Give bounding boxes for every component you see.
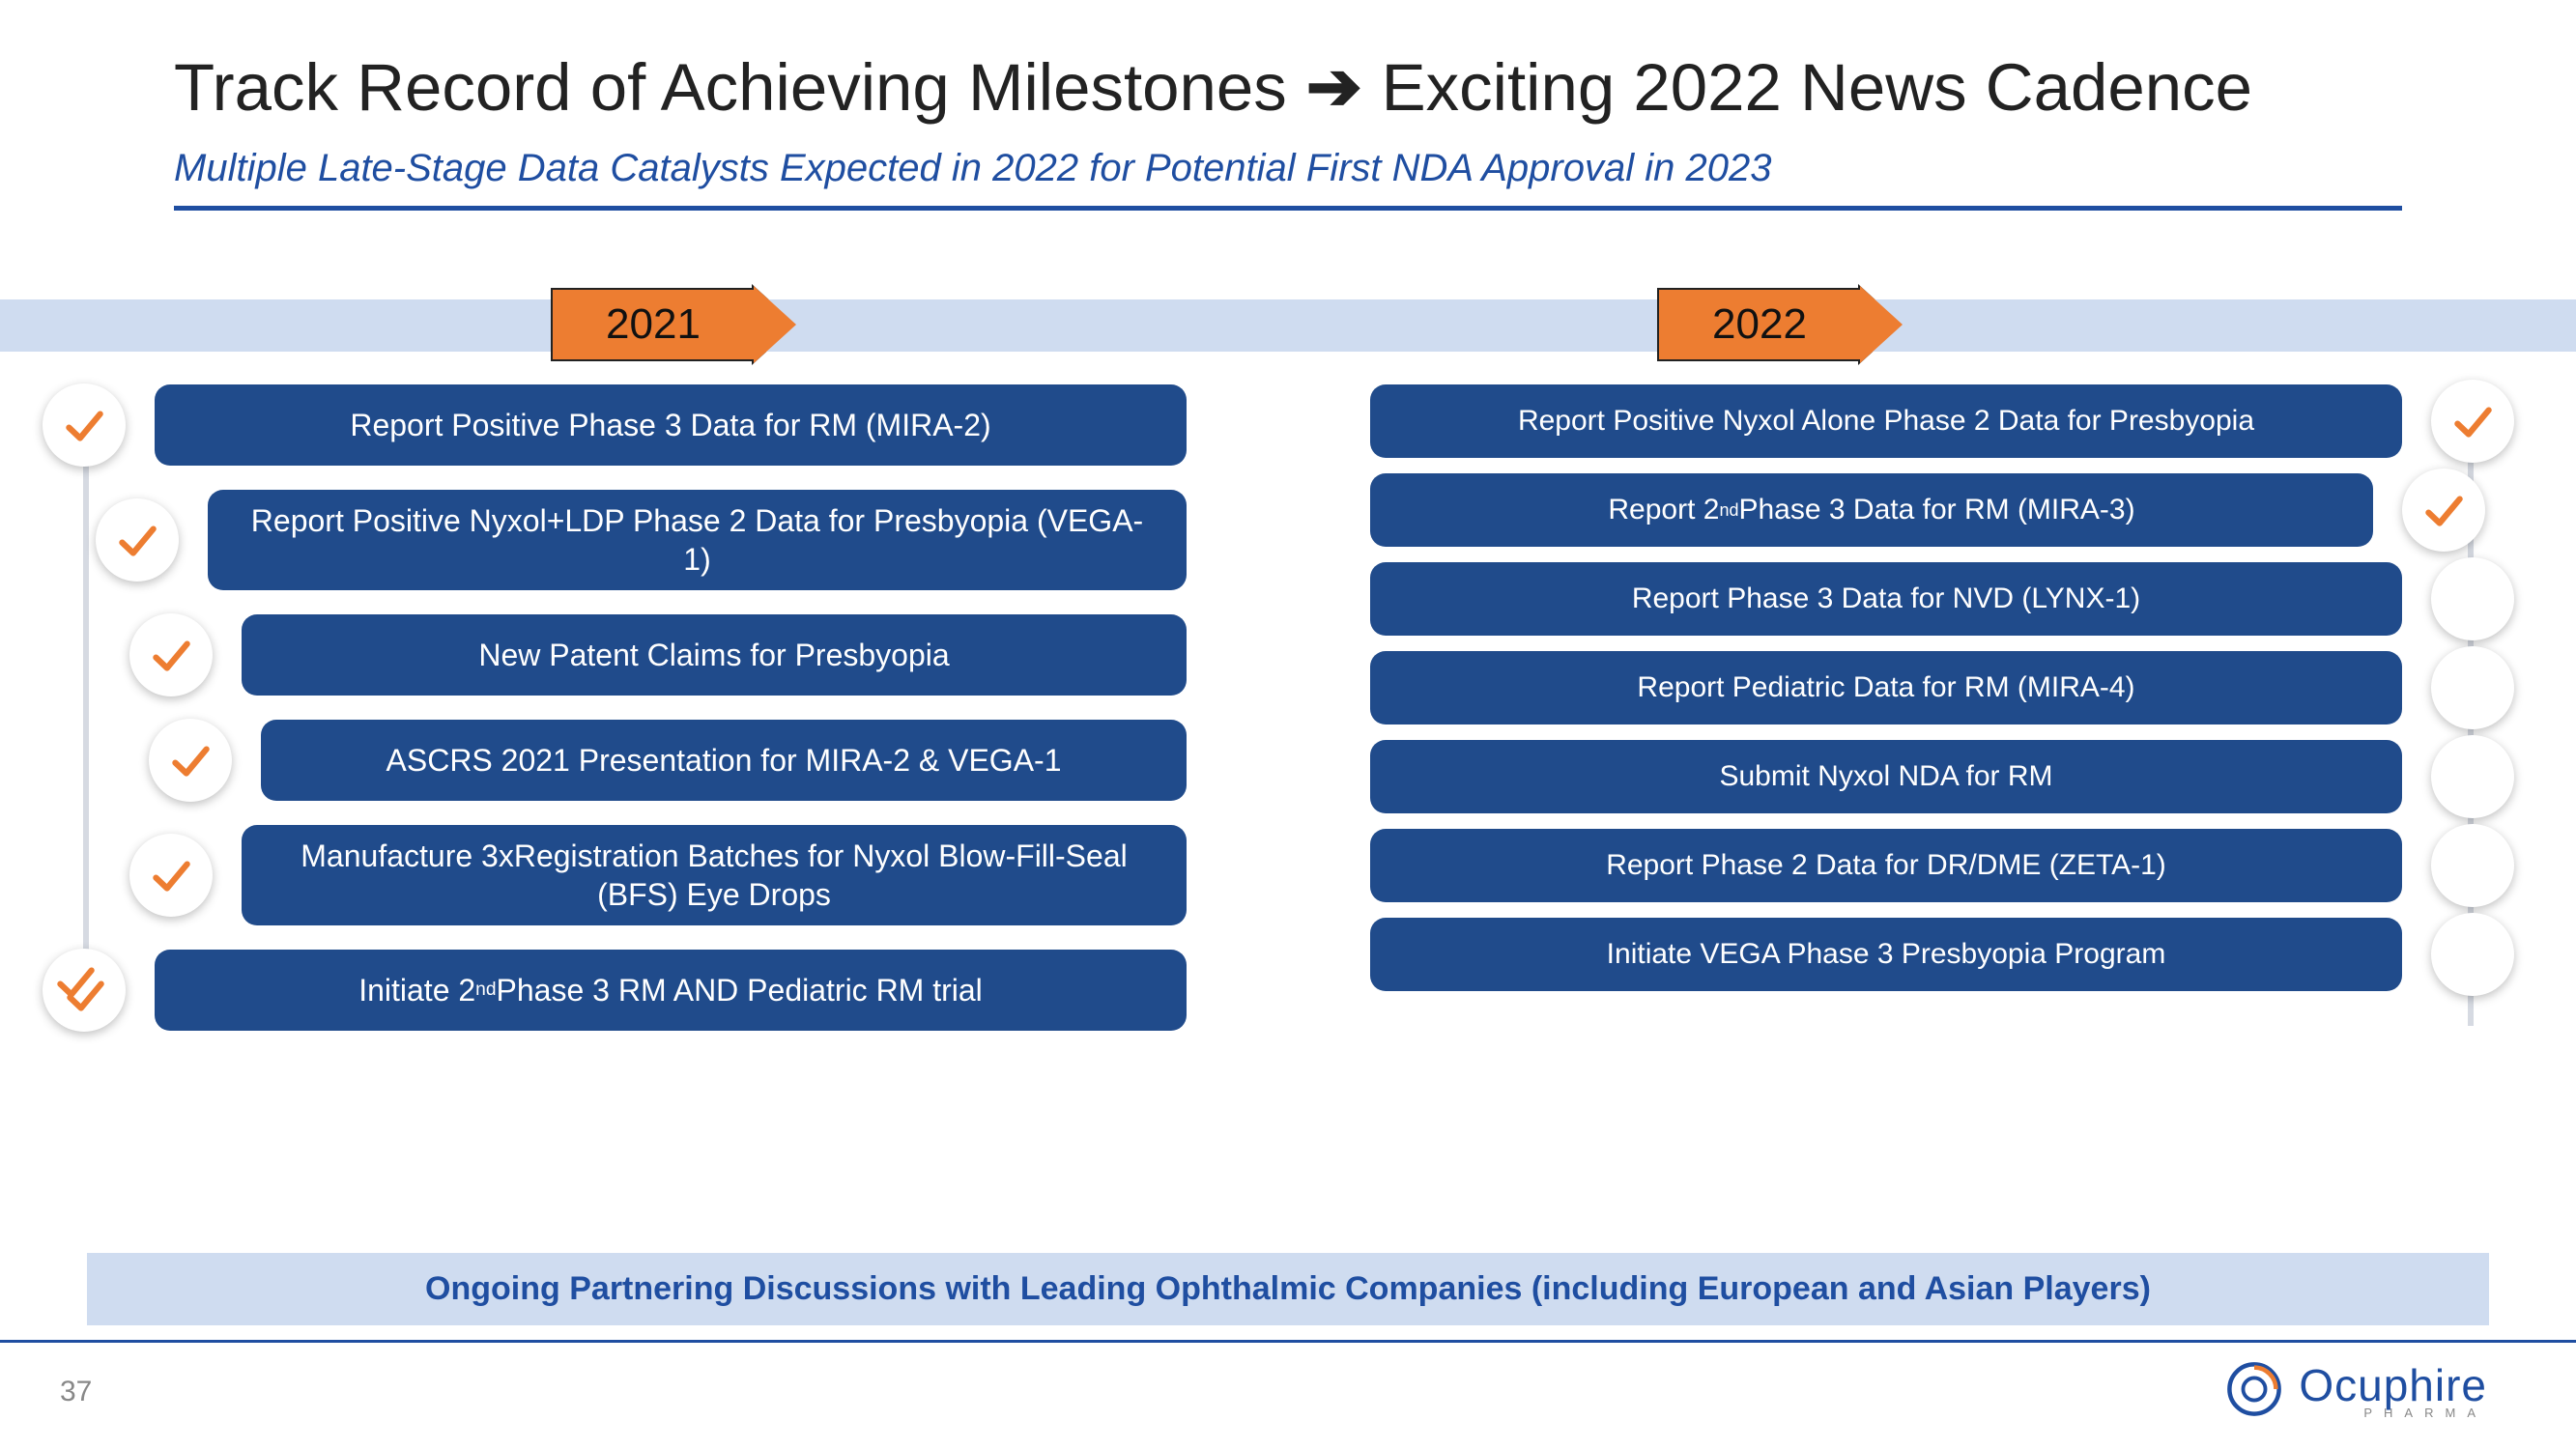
check-circle-icon xyxy=(129,834,213,917)
milestone-pill: ASCRS 2021 Presentation for MIRA-2 & VEG… xyxy=(261,720,1187,801)
milestone-item: ASCRS 2021 Presentation for MIRA-2 & VEG… xyxy=(155,720,1206,801)
milestone-pill: Report Pediatric Data for RM (MIRA-4) xyxy=(1370,651,2402,724)
check-circle-icon xyxy=(2431,380,2514,463)
milestone-item: Report Positive Nyxol Alone Phase 2 Data… xyxy=(1351,384,2508,458)
milestone-pill: Report 2nd Phase 3 Data for RM (MIRA-3) xyxy=(1370,473,2373,547)
bottom-banner: Ongoing Partnering Discussions with Lead… xyxy=(87,1253,2489,1325)
milestone-item: Initiate 2nd Phase 3 RM AND Pediatric RM… xyxy=(48,950,1206,1031)
logo-swirl-icon xyxy=(2223,1358,2285,1420)
milestone-pill: New Patent Claims for Presbyopia xyxy=(242,614,1187,696)
column-2022: Report Positive Nyxol Alone Phase 2 Data… xyxy=(1351,384,2508,1055)
empty-circle-icon xyxy=(2431,557,2514,640)
year-chevron-2021: 2021 xyxy=(551,288,796,361)
empty-circle-icon xyxy=(2431,913,2514,996)
milestone-pill: Report Phase 3 Data for NVD (LYNX-1) xyxy=(1370,562,2402,636)
empty-circle-icon xyxy=(2431,735,2514,818)
milestone-pill: Manufacture 3xRegistration Batches for N… xyxy=(242,825,1187,925)
milestone-pill: Initiate VEGA Phase 3 Presbyopia Program xyxy=(1370,918,2402,991)
milestone-pill: Report Positive Nyxol Alone Phase 2 Data… xyxy=(1370,384,2402,458)
title-part-1: Track Record of Achieving Milestones xyxy=(174,49,1287,126)
title-part-2: Exciting 2022 News Cadence xyxy=(1382,49,2252,126)
year-label-left: 2021 xyxy=(551,288,754,361)
empty-circle-icon xyxy=(2431,824,2514,907)
logo-text: Ocuphire PHARMA xyxy=(2299,1359,2487,1420)
milestone-item: Submit Nyxol NDA for RM xyxy=(1351,740,2508,813)
milestone-item: Report Positive Phase 3 Data for RM (MIR… xyxy=(48,384,1206,466)
milestone-pill: Report Phase 2 Data for DR/DME (ZETA-1) xyxy=(1370,829,2402,902)
check-circle-icon xyxy=(96,498,179,582)
milestone-pill: Submit Nyxol NDA for RM xyxy=(1370,740,2402,813)
bottom-rule xyxy=(0,1340,2576,1343)
year-chevron-2022: 2022 xyxy=(1657,288,1903,361)
chevron-point-icon xyxy=(754,286,796,363)
milestone-pill: Initiate 2nd Phase 3 RM AND Pediatric RM… xyxy=(155,950,1187,1031)
title-divider xyxy=(174,206,2402,211)
company-logo: Ocuphire PHARMA xyxy=(2223,1358,2487,1420)
milestone-item: New Patent Claims for Presbyopia xyxy=(135,614,1206,696)
column-2021: Report Positive Phase 3 Data for RM (MIR… xyxy=(48,384,1206,1055)
empty-circle-icon xyxy=(2431,646,2514,729)
check-circle-icon xyxy=(149,719,232,802)
chevron-point-icon xyxy=(1860,286,1903,363)
check-circle-icon xyxy=(43,384,126,467)
milestone-item: Report Positive Nyxol+LDP Phase 2 Data f… xyxy=(101,490,1206,590)
milestone-item: Report Phase 2 Data for DR/DME (ZETA-1) xyxy=(1351,829,2508,902)
timeline-connector xyxy=(83,413,89,1026)
milestone-item: Report Phase 3 Data for NVD (LYNX-1) xyxy=(1351,562,2508,636)
year-label-right: 2022 xyxy=(1657,288,1860,361)
check-circle-icon xyxy=(2402,469,2485,552)
milestone-item: Initiate VEGA Phase 3 Presbyopia Program xyxy=(1351,918,2508,991)
page-number: 37 xyxy=(60,1376,92,1408)
logo-name: Ocuphire xyxy=(2299,1359,2487,1411)
milestone-pill: Report Positive Phase 3 Data for RM (MIR… xyxy=(155,384,1187,466)
milestone-item: Manufacture 3xRegistration Batches for N… xyxy=(135,825,1206,925)
check-circle-icon xyxy=(43,949,126,1032)
subtitle: Multiple Late-Stage Data Catalysts Expec… xyxy=(174,147,2402,190)
milestone-columns: Report Positive Phase 3 Data for RM (MIR… xyxy=(0,384,2576,1055)
milestone-item: Report Pediatric Data for RM (MIRA-4) xyxy=(1351,651,2508,724)
title-arrow-icon: ➔ xyxy=(1306,48,1362,126)
title-row: Track Record of Achieving Milestones ➔ E… xyxy=(174,48,2402,126)
milestone-pill: Report Positive Nyxol+LDP Phase 2 Data f… xyxy=(208,490,1187,590)
milestone-item: Report 2nd Phase 3 Data for RM (MIRA-3) xyxy=(1351,473,2479,547)
year-arrows: 2021 2022 xyxy=(0,288,2576,361)
check-circle-icon xyxy=(129,613,213,696)
slide: Track Record of Achieving Milestones ➔ E… xyxy=(0,0,2576,1449)
